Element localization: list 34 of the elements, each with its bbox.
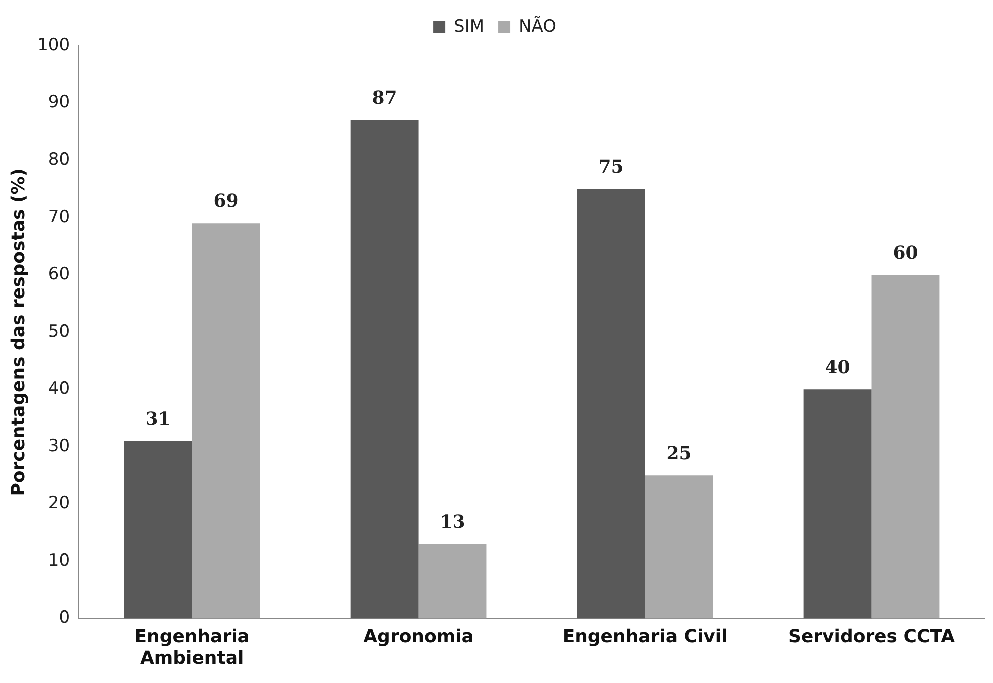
bar [418, 544, 487, 619]
data-label: 69 [214, 191, 239, 212]
data-label: 13 [440, 512, 466, 534]
x-tick-label: Engenharia Ambiental [134, 626, 250, 669]
y-tick-label: 0 [59, 608, 70, 628]
y-tick-label: 70 [48, 207, 70, 228]
data-label: 31 [146, 408, 171, 430]
bar [192, 224, 260, 619]
x-tick-label: Servidores CCTA [788, 626, 956, 648]
y-tick-label: 20 [48, 494, 70, 514]
x-tick-label: Engenharia Civil [562, 626, 728, 648]
bar [124, 441, 192, 619]
y-tick-label: 60 [48, 264, 70, 285]
data-label: 40 [825, 357, 850, 378]
y-tick-label: 50 [48, 322, 70, 342]
y-tick-label: 80 [48, 150, 70, 170]
y-tick-label: 10 [48, 550, 70, 571]
bar [645, 476, 714, 619]
bar [350, 120, 419, 619]
y-tick-label: 40 [48, 379, 70, 400]
y-tick-label: 90 [48, 92, 70, 113]
legend-label: NÃO [519, 16, 556, 37]
data-label: 87 [372, 88, 398, 110]
data-label: 75 [598, 156, 624, 178]
data-label: 25 [666, 443, 692, 464]
y-tick-label: 30 [48, 436, 70, 456]
bar [872, 275, 940, 619]
x-tick-label: Agronomia [364, 626, 474, 648]
y-tick-label: 100 [38, 35, 70, 56]
bar [804, 390, 872, 619]
y-axis-title: Porcentagens das respostas (%) [8, 168, 30, 496]
legend-label: SIM [454, 16, 485, 37]
bar [577, 189, 646, 619]
data-label: 60 [893, 242, 918, 264]
